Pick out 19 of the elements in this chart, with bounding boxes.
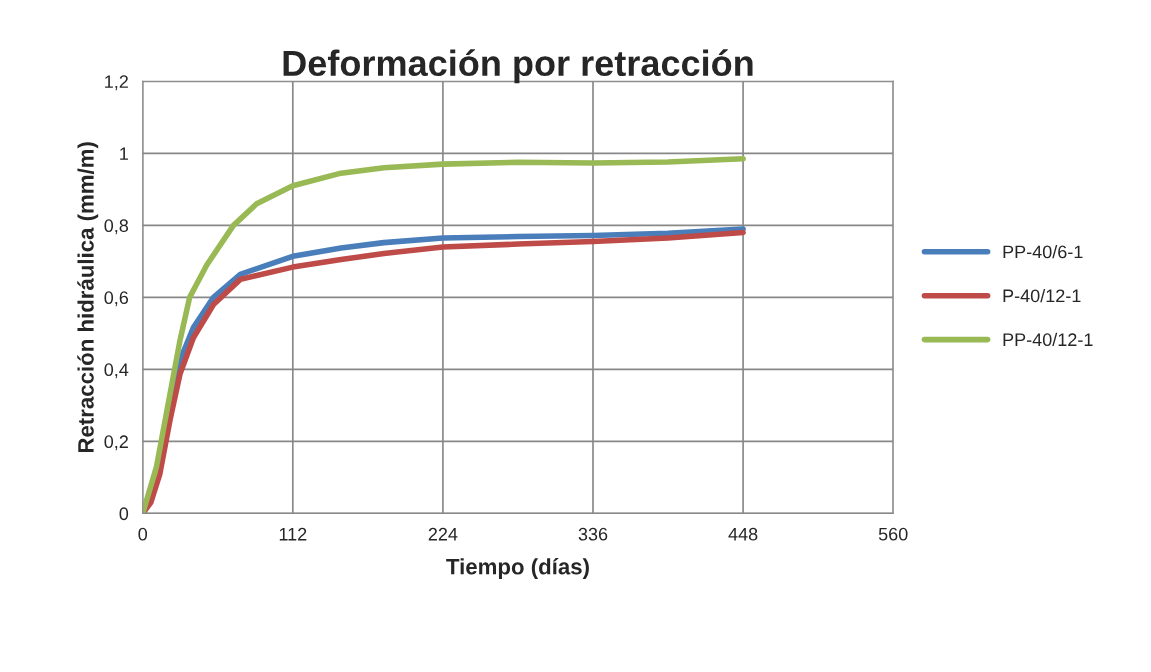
x-axis-title: Tiempo (días) <box>446 558 589 579</box>
y-tick-label: 0,2 <box>104 435 128 451</box>
y-axis-title: Retracción hidráulica (mm/m) <box>77 142 99 453</box>
legend-label: P-40/12-1 <box>1003 288 1081 303</box>
legend-label: PP-40/12-1 <box>1003 332 1093 347</box>
y-tick-label: 1 <box>120 147 128 160</box>
x-tick-label: 336 <box>578 527 608 541</box>
x-tick-label: 560 <box>878 527 908 541</box>
x-tick-label: 224 <box>428 527 458 541</box>
legend-label: PP-40/6-1 <box>1003 245 1083 259</box>
x-tick-label: 0 <box>138 527 148 541</box>
y-tick-label: 1,2 <box>105 75 128 91</box>
x-tick-label: 448 <box>728 527 758 541</box>
y-tick-label: 0,8 <box>104 219 129 235</box>
chart-title: Deformación por retracción <box>283 49 753 84</box>
y-tick-label: 0 <box>119 507 129 521</box>
y-tick-label: 0,6 <box>104 291 129 307</box>
x-tick-label: 112 <box>279 527 307 541</box>
y-tick-label: 0,4 <box>104 363 129 379</box>
